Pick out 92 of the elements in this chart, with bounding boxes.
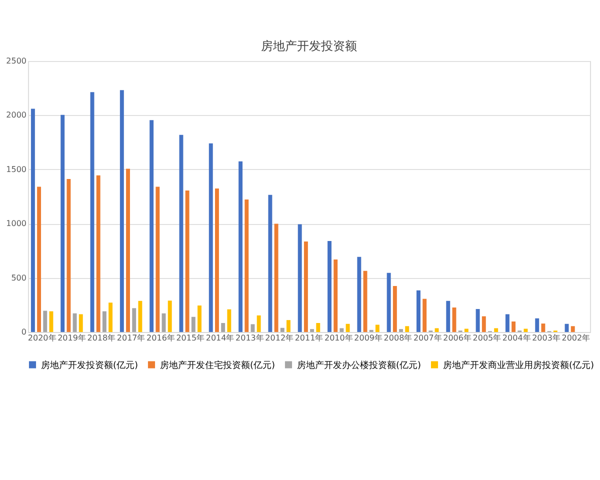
bar bbox=[185, 190, 190, 332]
bar bbox=[156, 186, 160, 332]
x-tick-label: 2013年 bbox=[236, 334, 264, 342]
bar bbox=[126, 168, 130, 332]
bar bbox=[446, 300, 450, 332]
bar bbox=[274, 224, 278, 332]
bar bbox=[564, 324, 569, 332]
bar bbox=[386, 272, 391, 332]
bar bbox=[250, 324, 255, 332]
bar bbox=[244, 200, 249, 332]
bar bbox=[120, 90, 124, 332]
bar bbox=[49, 311, 54, 332]
bar bbox=[102, 311, 106, 332]
bar bbox=[505, 314, 510, 332]
bar bbox=[227, 309, 232, 332]
bar bbox=[357, 256, 362, 332]
bar bbox=[399, 329, 403, 332]
bar bbox=[108, 302, 113, 332]
bar bbox=[416, 290, 420, 332]
x-tick-label: 2009年 bbox=[354, 334, 382, 342]
x-tick-label: 2010年 bbox=[324, 334, 353, 342]
bar bbox=[221, 323, 226, 332]
bar bbox=[328, 240, 332, 332]
y-tick-label: 1500 bbox=[6, 164, 26, 174]
x-tick-label: 2011年 bbox=[294, 334, 324, 342]
bar bbox=[60, 114, 65, 332]
legend-label: 房地产开发投资额(亿元) bbox=[41, 360, 138, 371]
y-tick-label: 1000 bbox=[6, 219, 26, 228]
x-tick-label: 2020年 bbox=[28, 334, 56, 342]
bar bbox=[215, 188, 219, 332]
bar bbox=[375, 324, 380, 332]
bar bbox=[256, 315, 261, 332]
x-tick-label: 2017年 bbox=[116, 334, 146, 342]
y-tick-label: 2000 bbox=[6, 110, 26, 120]
bar bbox=[286, 320, 290, 332]
bar bbox=[78, 314, 83, 332]
bar bbox=[96, 175, 100, 332]
bar bbox=[43, 310, 48, 332]
chart-title: 房地产开发投资额 bbox=[261, 39, 357, 53]
bar bbox=[494, 328, 498, 332]
bar bbox=[30, 108, 35, 332]
bar bbox=[340, 328, 344, 332]
x-tick-label: 2005年 bbox=[472, 334, 502, 342]
legend-label: 房地产开发办公楼投资额(亿元) bbox=[297, 360, 422, 371]
bar bbox=[168, 300, 172, 332]
x-tick-label: 2015年 bbox=[176, 334, 205, 342]
legend-label: 房地产开发住宅投资额(亿元) bbox=[160, 360, 276, 371]
bar bbox=[512, 321, 516, 332]
bar bbox=[464, 328, 468, 332]
x-tick-label: 2006年 bbox=[443, 334, 472, 342]
y-tick-label: 500 bbox=[11, 273, 26, 282]
bar bbox=[138, 300, 142, 332]
bar bbox=[392, 286, 397, 332]
x-tick-label: 2016年 bbox=[146, 334, 175, 342]
bar bbox=[482, 316, 486, 332]
bar bbox=[422, 298, 427, 332]
bar bbox=[346, 324, 350, 332]
bar bbox=[298, 224, 302, 332]
bar bbox=[72, 313, 77, 332]
bar bbox=[434, 328, 439, 332]
x-tick-label: 2019年 bbox=[58, 334, 86, 342]
bar bbox=[132, 308, 136, 332]
bar bbox=[280, 328, 284, 332]
bar bbox=[405, 326, 410, 332]
legend-label: 房地产开发商业营业用房投资额(亿元) bbox=[443, 360, 594, 371]
bar bbox=[310, 329, 314, 332]
x-tick-label: 2012年 bbox=[265, 334, 294, 342]
bar bbox=[37, 186, 42, 332]
bar bbox=[524, 328, 528, 332]
bar bbox=[476, 309, 480, 332]
bar bbox=[238, 161, 243, 332]
bar bbox=[535, 318, 540, 332]
bar bbox=[208, 143, 213, 332]
x-tick-label: 2007年 bbox=[413, 334, 442, 342]
bar bbox=[268, 194, 272, 332]
bar bbox=[198, 306, 202, 332]
bar bbox=[191, 316, 196, 332]
bar bbox=[304, 241, 308, 332]
bar bbox=[66, 178, 71, 332]
y-tick-label: 2500 bbox=[6, 56, 26, 66]
bar bbox=[541, 324, 546, 332]
x-tick-label: 2002年 bbox=[562, 334, 590, 342]
bar bbox=[334, 259, 338, 332]
bar bbox=[570, 326, 575, 332]
x-tick-label: 2003年 bbox=[532, 334, 560, 342]
x-tick-label: 2008年 bbox=[384, 334, 412, 342]
y-tick-label: 0 bbox=[21, 328, 26, 336]
x-tick-label: 2018年 bbox=[87, 334, 116, 342]
x-tick-label: 2004年 bbox=[502, 334, 531, 342]
bar bbox=[150, 120, 154, 332]
bar bbox=[316, 323, 320, 332]
x-tick-label: 2014年 bbox=[206, 334, 234, 342]
